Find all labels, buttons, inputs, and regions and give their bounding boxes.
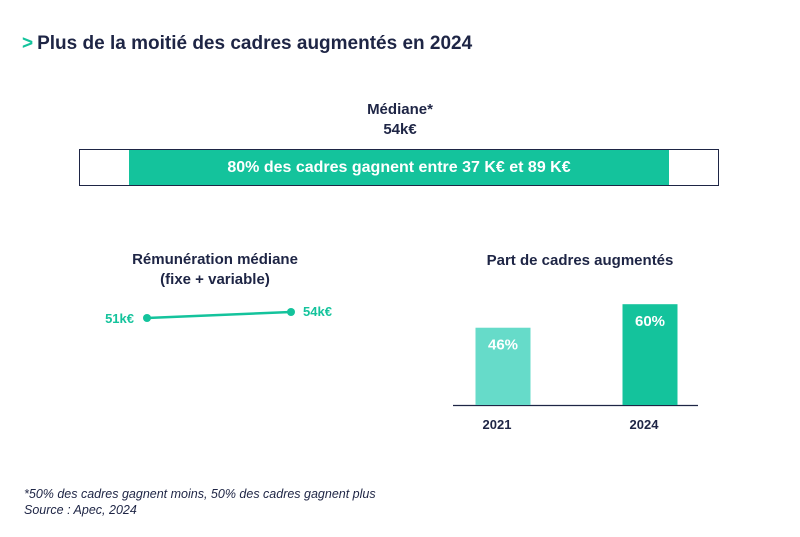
bar-2021 — [475, 327, 531, 405]
median-pay-label-2021: 51k€ — [105, 311, 134, 326]
page-title: > Plus de la moitié des cadres augmentés … — [22, 33, 472, 55]
footnote: *50% des cadres gagnent moins, 50% des c… — [24, 486, 376, 518]
median-pay-label-2024: 54k€ — [303, 304, 332, 319]
chevron-right-icon: > — [22, 33, 34, 54]
line-chart-title: Rémunération médiane (fixe + variable) — [100, 250, 330, 290]
median-label: Médiane* — [367, 101, 433, 118]
median-pay-line — [146, 310, 292, 320]
footnote-line-1: *50% des cadres gagnent moins, 50% des c… — [24, 487, 376, 501]
median-block: Médiane* 54k€ — [0, 100, 800, 140]
bar-2024 — [622, 304, 678, 405]
bar-label-2021: 46% — [488, 337, 518, 354]
median-value: 54k€ — [383, 121, 417, 138]
median-pay-point-2021 — [143, 314, 151, 322]
bar-chart-title: Part de cadres augmentés — [486, 252, 674, 269]
x-tick-2021: 2021 — [483, 417, 512, 432]
bar-label-2024: 60% — [635, 313, 665, 330]
line-chart-title-line-1: Rémunération médiane — [132, 251, 298, 268]
median-pay-point-2024 — [287, 308, 295, 316]
salary-range-bar: 80% des cadres gagnent entre 37 K€ et 89… — [129, 150, 669, 185]
salary-range-text: 80% des cadres gagnent entre 37 K€ et 89… — [227, 158, 571, 176]
footnote-line-2: Source : Apec, 2024 — [24, 503, 137, 517]
x-tick-2024: 2024 — [630, 417, 660, 432]
line-chart-title-line-2: (fixe + variable) — [160, 271, 270, 288]
page-title-text: Plus de la moitié des cadres augmentés e… — [37, 33, 473, 54]
